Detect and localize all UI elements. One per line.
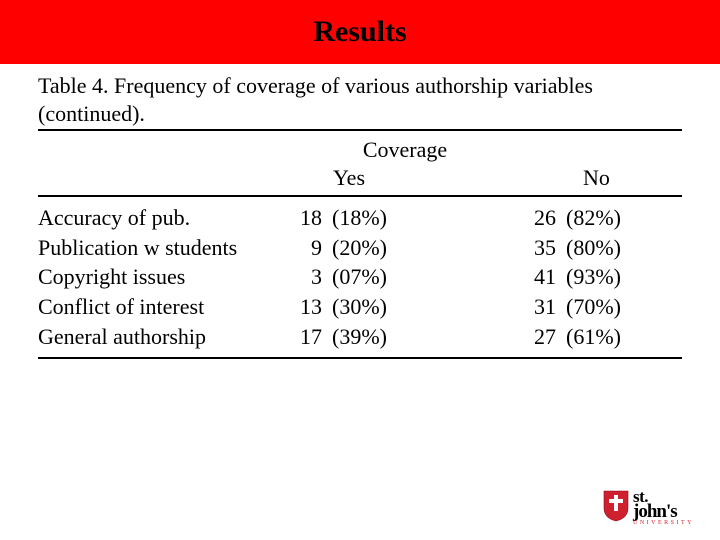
data-table: Accuracy of pub. 18 (18%) 26 (82%) Publi…	[38, 199, 682, 355]
no-count: 41	[520, 262, 556, 292]
header-group-label: Coverage	[128, 137, 682, 163]
no-pct: (82%)	[556, 203, 634, 233]
no-pct: (80%)	[556, 233, 634, 263]
rule-bottom	[38, 357, 682, 359]
row-label: General authorship	[38, 322, 286, 352]
yes-pct: (39%)	[322, 322, 400, 352]
no-pct: (70%)	[556, 292, 634, 322]
no-pct: (61%)	[556, 322, 634, 352]
header-no: No	[583, 165, 663, 191]
logo-line2: john's	[633, 504, 694, 520]
table-row: General authorship 17 (39%) 27 (61%)	[38, 322, 682, 352]
yes-count: 13	[286, 292, 322, 322]
title-bar: Results	[0, 0, 720, 64]
row-label: Copyright issues	[38, 262, 286, 292]
slide-content: Table 4. Frequency of coverage of variou…	[0, 64, 720, 359]
table-row: Accuracy of pub. 18 (18%) 26 (82%)	[38, 203, 682, 233]
slide-title: Results	[313, 15, 406, 49]
rule-top	[38, 129, 682, 131]
yes-count: 18	[286, 203, 322, 233]
yes-pct: (07%)	[322, 262, 400, 292]
yes-pct: (30%)	[322, 292, 400, 322]
yes-count: 17	[286, 322, 322, 352]
rule-mid	[38, 195, 682, 197]
yes-pct: (18%)	[322, 203, 400, 233]
no-count: 26	[520, 203, 556, 233]
no-count: 27	[520, 322, 556, 352]
row-label: Conflict of interest	[38, 292, 286, 322]
university-logo: st. john's UNIVERSITY	[603, 490, 694, 526]
table-row: Conflict of interest 13 (30%) 31 (70%)	[38, 292, 682, 322]
no-count: 35	[520, 233, 556, 263]
yes-count: 3	[286, 262, 322, 292]
table-row: Copyright issues 3 (07%) 41 (93%)	[38, 262, 682, 292]
row-label: Accuracy of pub.	[38, 203, 286, 233]
no-pct: (93%)	[556, 262, 634, 292]
shield-icon	[603, 490, 629, 522]
logo-text: st. john's UNIVERSITY	[633, 490, 694, 526]
table-row: Publication w students 9 (20%) 35 (80%)	[38, 233, 682, 263]
header-yes: Yes	[333, 165, 453, 191]
table-header: Coverage Yes No	[38, 133, 682, 193]
logo-line3: UNIVERSITY	[633, 521, 694, 526]
row-label: Publication w students	[38, 233, 286, 263]
yes-pct: (20%)	[322, 233, 400, 263]
yes-count: 9	[286, 233, 322, 263]
table-caption: Table 4. Frequency of coverage of variou…	[38, 72, 682, 127]
no-count: 31	[520, 292, 556, 322]
